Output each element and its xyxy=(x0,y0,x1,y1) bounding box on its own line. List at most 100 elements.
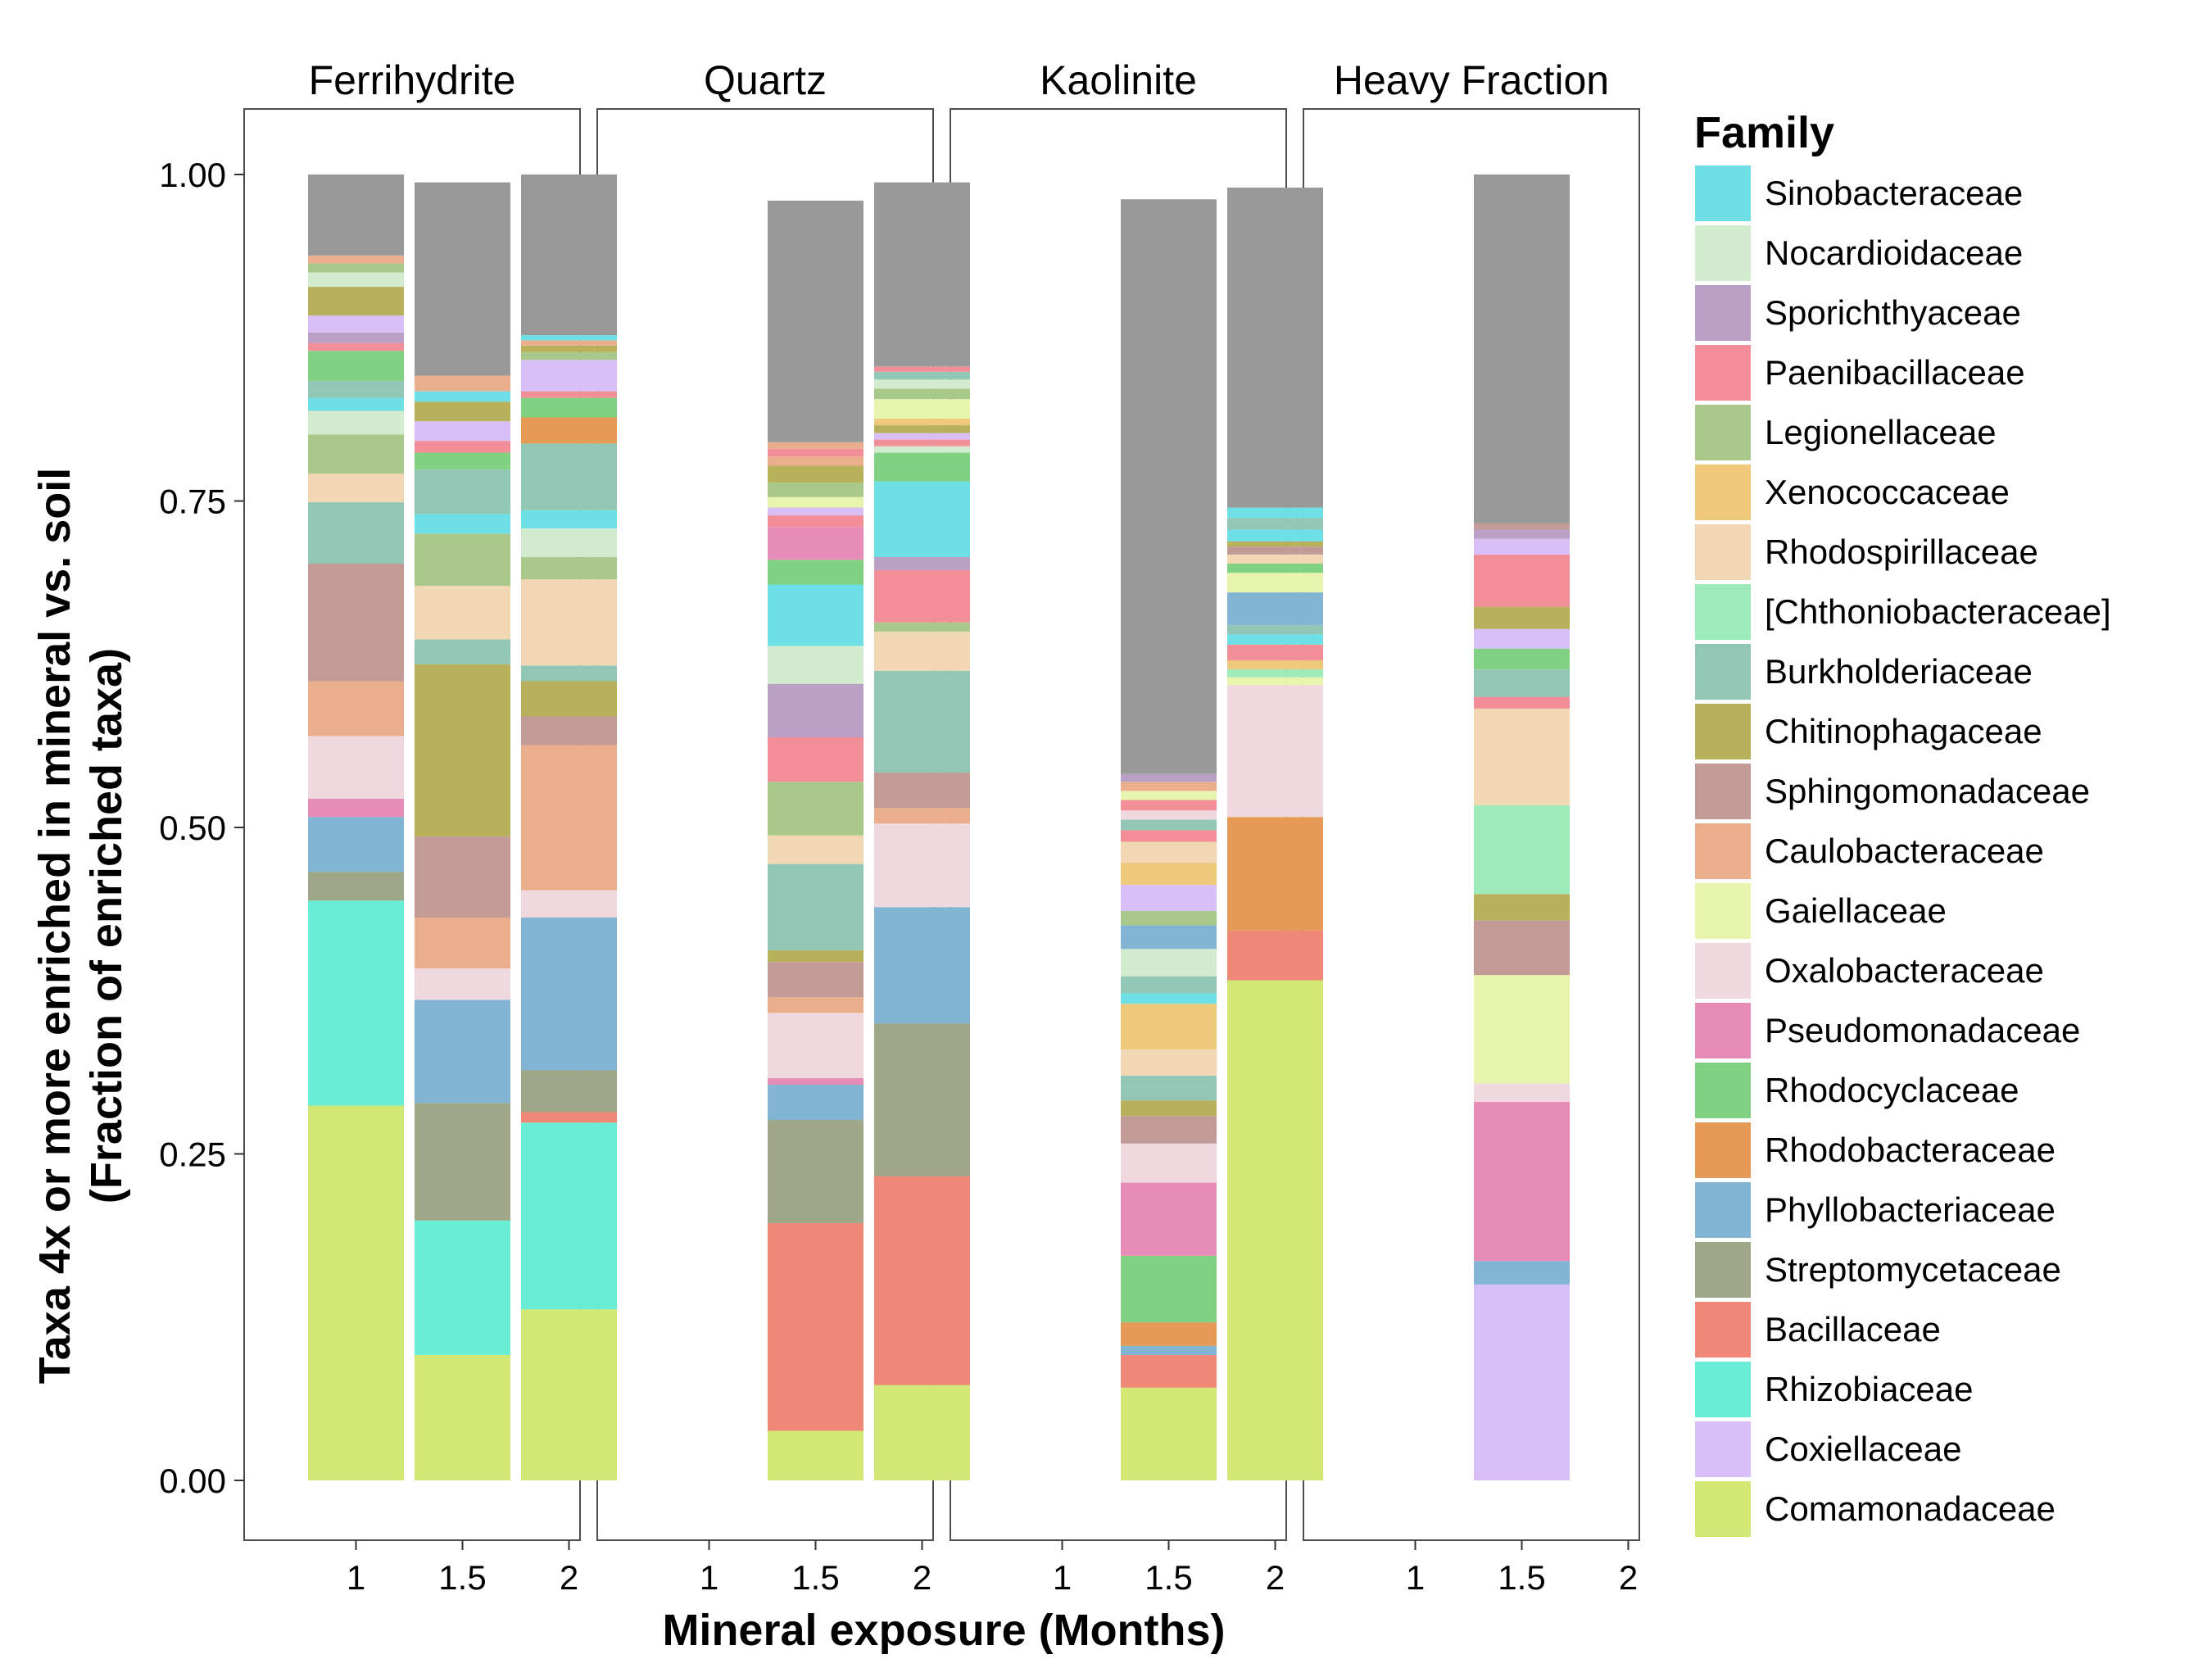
bar-quartz-1-5 xyxy=(768,200,863,1480)
bar-segment-xenococcaceae xyxy=(874,419,970,426)
bar-segment-other xyxy=(768,200,863,442)
bar-segment-sinobacteraceae xyxy=(768,584,863,646)
legend-label: Oxalobacteraceae xyxy=(1765,951,2044,990)
bar-segment-rhodobacteraceae xyxy=(521,417,617,444)
bar-segment-comamonadaceae xyxy=(521,1309,617,1480)
y-tick-label: 0.50 xyxy=(159,809,226,847)
bar-segment-burkholderiaceae xyxy=(415,639,510,664)
bar-segment-legionellaceae xyxy=(874,622,970,632)
legend-key xyxy=(1693,523,1752,582)
bar-segment-oxalobacteraceae xyxy=(874,823,970,908)
x-tick-label: 2 xyxy=(913,1558,931,1597)
bar-quartz-2 xyxy=(874,182,970,1480)
facet-label-quartz: Quartz xyxy=(704,57,827,103)
bar-segment-bacillaceae xyxy=(874,1176,970,1385)
bar-segment-nocardioidaceae xyxy=(1121,949,1217,977)
legend-item-bacillaceae: Bacillaceae xyxy=(1693,1300,1941,1359)
bar-segment-sinobacteraceae xyxy=(1121,993,1217,1004)
legend-key xyxy=(1693,1480,1752,1539)
bar-segment-paenibacillaceae xyxy=(1474,696,1570,709)
bar-segment-comamonadaceae xyxy=(1227,980,1323,1480)
bar-segment-bacillaceae xyxy=(1121,1354,1217,1388)
bar-segment-legionellaceae xyxy=(415,533,510,587)
bar-segment-other xyxy=(308,175,404,256)
bar-segment-phyllobacteriaceae xyxy=(415,999,510,1104)
x-tick-label: 2 xyxy=(1266,1558,1285,1597)
legend-title: Family xyxy=(1694,108,1834,157)
bar-segment-rhodobacteraceae xyxy=(1121,1322,1217,1346)
legend-label: Streptomycetaceae xyxy=(1765,1250,2061,1289)
bar-segment-phyllobacteriaceae xyxy=(1474,1261,1570,1285)
bar-segment-gaiellaceae xyxy=(874,399,970,419)
bar-segment-burkholderiaceae xyxy=(415,469,510,514)
legend-label: Comamonadaceae xyxy=(1765,1489,2056,1528)
legend-key xyxy=(1693,343,1752,402)
bar-segment-streptomycetaceae xyxy=(415,1103,510,1221)
legend-label: Sinobacteraceae xyxy=(1765,174,2023,212)
bar-segment-chitinophagaceae xyxy=(874,425,970,433)
x-tick-label: 1 xyxy=(700,1558,718,1597)
x-tick-label: 1 xyxy=(1406,1558,1425,1597)
legend-label: Bacillaceae xyxy=(1765,1310,1941,1349)
y-axis-title-line2: (Fraction of enriched taxa) xyxy=(82,648,131,1203)
legend-key xyxy=(1693,283,1752,342)
legend-key xyxy=(1693,1360,1752,1419)
bar-segment-caulobacteraceae xyxy=(874,808,970,824)
y-tick-label: 0.75 xyxy=(159,483,226,521)
legend-label: Sphingomonadaceae xyxy=(1765,772,2090,810)
bar-segment-burkholderiaceae xyxy=(1121,976,1217,994)
bar-segment-sinobacteraceae xyxy=(521,335,617,341)
bar-segment-oxalobacteraceae xyxy=(1474,1083,1570,1102)
bar-segment-coxiellaceae xyxy=(874,433,970,440)
bar-segment-legionellaceae xyxy=(874,388,970,400)
bar-segment-coxiellaceae xyxy=(521,360,617,392)
legend-label: Sporichthyaceae xyxy=(1765,293,2021,332)
legend-label: Chitinophagaceae xyxy=(1765,712,2042,750)
legend-label: Nocardioidaceae xyxy=(1765,233,2023,272)
legend-key xyxy=(1693,762,1752,821)
bar-segment-chitinophagaceae xyxy=(415,401,510,422)
bar-segment-burkholderiaceae xyxy=(1121,819,1217,831)
bar-segment-rhodospirillaceae xyxy=(415,586,510,640)
bar-segment-chthoniobacteraceae xyxy=(1227,669,1323,678)
bar-segment-oxalobacteraceae xyxy=(768,1013,863,1079)
bar-segment-coxiellaceae xyxy=(768,507,863,516)
bar-kaolinite-2 xyxy=(1227,187,1323,1480)
bar-segment-rhodospirillaceae xyxy=(874,631,970,671)
bar-segment-burkholderiaceae xyxy=(1227,624,1323,635)
x-tick-label: 1.5 xyxy=(1145,1558,1192,1597)
bar-segment-caulobacteraceae xyxy=(308,681,404,737)
bar-segment-coxiellaceae xyxy=(1121,885,1217,912)
legend-key xyxy=(1693,1001,1752,1060)
bar-segment-nocardioidaceae xyxy=(308,410,404,435)
bar-segment-burkholderiaceae xyxy=(521,665,617,682)
bar-segment-legionellaceae xyxy=(308,434,404,474)
bar-segment-caulobacteraceae xyxy=(521,340,617,346)
legend-label: Paenibacillaceae xyxy=(1765,353,2025,392)
bar-segment-phyllobacteriaceae xyxy=(1121,925,1217,950)
legend-key xyxy=(1693,463,1752,522)
bar-segment-paenibacillaceae xyxy=(768,448,863,457)
bar-segment-bacillaceae xyxy=(1227,930,1323,981)
legend-label: Xenococcaceae xyxy=(1765,473,2010,511)
bar-segment-rhodocyclaceae xyxy=(1474,648,1570,670)
bar-segment-phyllobacteriaceae xyxy=(308,817,404,873)
bar-heavy-fraction-1-5 xyxy=(1474,175,1570,1480)
bar-segment-burkholderiaceae xyxy=(874,371,970,380)
bar-segment-xenococcaceae xyxy=(1121,1004,1217,1049)
bar-segment-phyllobacteriaceae xyxy=(874,907,970,1024)
bar-segment-sphingomonadaceae xyxy=(308,564,404,682)
legend-label: Caulobacteraceae xyxy=(1765,832,2044,870)
bar-segment-chthoniobacteraceae xyxy=(1474,805,1570,895)
bar-segment-pseudomonadaceae xyxy=(768,1078,863,1086)
bar-segment-other xyxy=(415,182,510,376)
bar-segment-comamonadaceae xyxy=(874,1385,970,1480)
bar-segment-pseudomonadaceae xyxy=(1121,1182,1217,1256)
bar-segment-streptomycetaceae xyxy=(874,1023,970,1176)
bar-segment-nocardioidaceae xyxy=(521,528,617,558)
bar-segment-bacillaceae xyxy=(521,1112,617,1123)
legend-label: Burkholderiaceae xyxy=(1765,652,2033,691)
bar-ferrihydrite-2 xyxy=(521,175,617,1480)
bar-segment-pseudomonadaceae xyxy=(768,527,863,560)
bar-segment-rhodocyclaceae xyxy=(1227,564,1323,573)
